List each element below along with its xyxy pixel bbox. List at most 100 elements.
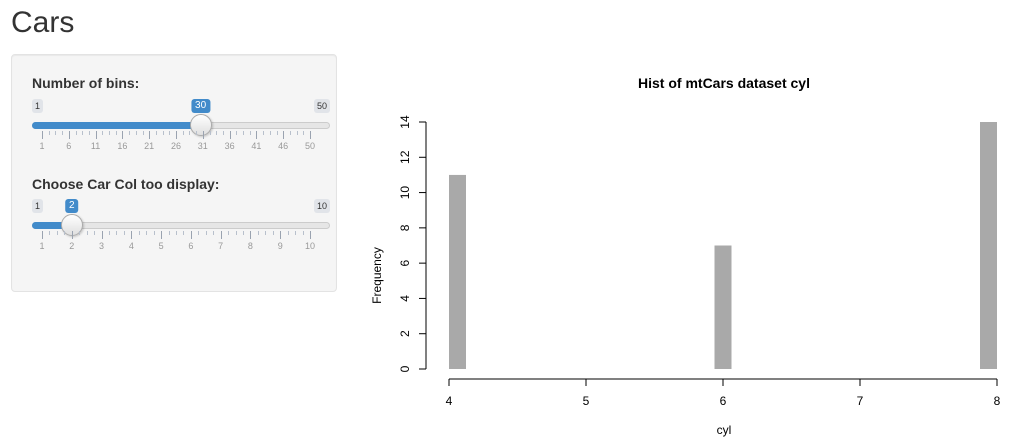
col-slider-tick-label: 4	[128, 241, 134, 251]
y-axis-label: Frequency	[370, 247, 384, 304]
bins-slider-max: 50	[313, 99, 330, 113]
col-slider-minor-tick	[56, 231, 58, 235]
bins-slider-minor-tick	[129, 131, 131, 135]
bins-slider-minor-tick	[189, 131, 191, 135]
col-slider-minor-tick	[272, 231, 274, 235]
bins-slider-tick	[202, 131, 204, 139]
x-tick-label: 8	[994, 394, 1001, 408]
col-slider-minor-tick	[109, 231, 110, 235]
app-title: Cars	[11, 6, 75, 39]
col-slider[interactable]: 1 10 2 1 2 3 4 5 6 7 8 9 10	[32, 199, 330, 261]
col-slider-minor-tick	[64, 231, 66, 235]
col-slider-minor-tick	[86, 231, 88, 235]
bins-slider-tick-label: 11	[90, 141, 101, 151]
bins-slider-tick	[68, 131, 70, 139]
bins-slider-tick-label: 46	[278, 141, 289, 151]
bins-slider-tick	[256, 131, 258, 139]
col-slider-minor-tick	[183, 231, 185, 235]
col-slider-minor-tick	[153, 231, 155, 235]
bins-slider-minor-tick	[82, 131, 84, 135]
bins-slider-value: 30	[191, 99, 211, 113]
col-slider-minor-tick	[138, 231, 140, 235]
col-slider-minor-tick	[123, 231, 125, 235]
bins-slider-minor-tick	[209, 131, 211, 135]
col-slider-tick	[310, 231, 311, 239]
col-slider-tick	[131, 231, 133, 239]
bins-slider-tick	[122, 131, 124, 139]
col-slider-tick-label: 5	[158, 241, 164, 251]
bins-slider-tick	[310, 131, 311, 139]
col-slider-tick-label: 6	[188, 241, 194, 251]
col-slider-minor-tick	[295, 231, 297, 235]
bins-slider-label: Number of bins:	[32, 75, 140, 91]
col-slider-minor-tick	[235, 231, 237, 235]
bins-slider-minor-tick	[62, 131, 64, 135]
y-tick-label: 2	[398, 330, 412, 337]
col-slider-tick	[161, 231, 163, 239]
bins-slider-minor-tick	[276, 131, 278, 135]
col-slider-minor-tick	[168, 231, 170, 235]
col-slider-tick	[250, 231, 252, 239]
bins-slider-tick-label: 21	[144, 141, 155, 151]
x-tick-label: 7	[857, 394, 864, 408]
histogram-bar	[714, 245, 732, 369]
bins-slider-tick-label: 6	[66, 141, 72, 151]
x-axis-label: cyl	[717, 423, 732, 437]
bins-slider-tick-label: 16	[117, 141, 128, 151]
col-slider-minor-tick	[243, 231, 244, 235]
col-slider-minor-tick	[287, 231, 289, 235]
bins-slider-minor-tick	[75, 131, 77, 135]
y-tick-label: 8	[398, 224, 412, 231]
bins-slider-minor-tick	[243, 131, 244, 135]
col-slider-minor-tick	[79, 231, 81, 235]
histogram-bar	[980, 122, 997, 369]
bins-slider-minor-tick	[142, 131, 144, 135]
col-slider-minor-tick	[94, 231, 96, 235]
col-slider-max: 10	[313, 199, 330, 213]
bins-slider-minor-tick	[155, 131, 157, 135]
col-slider-minor-tick	[302, 231, 304, 235]
bins-slider-tick-label: 1	[39, 141, 45, 151]
bins-slider-minor-tick	[169, 131, 171, 135]
bins-slider-tick-label: 36	[224, 141, 235, 151]
col-slider-tick-label: 8	[247, 241, 253, 251]
x-tick-label: 5	[583, 394, 590, 408]
bins-slider[interactable]: 1 50 30 1 6 11 16 21 26 31 36 41 46 50	[32, 99, 330, 161]
bins-slider-minor-tick	[236, 131, 238, 135]
y-tick-label: 12	[398, 150, 412, 164]
bins-slider-handle[interactable]	[189, 114, 212, 136]
y-tick-label: 4	[398, 295, 412, 302]
col-slider-minor-tick	[213, 231, 215, 235]
bins-slider-minor-tick	[88, 131, 90, 135]
bins-slider-fill	[32, 122, 201, 129]
bins-slider-minor-tick	[48, 131, 50, 135]
bins-slider-tick-label: 31	[197, 141, 208, 151]
bins-slider-minor-tick	[162, 131, 164, 135]
col-slider-fill	[32, 222, 72, 229]
bins-slider-tick	[283, 131, 285, 139]
bins-slider-minor-tick	[196, 131, 198, 135]
bins-slider-tick-label: 26	[170, 141, 182, 151]
col-slider-value: 2	[64, 199, 79, 213]
histogram-plot: Hist of mtCars dataset cyl 4 5 6 7 8 cyl 0 2 4 6 8 1…	[370, 75, 1001, 437]
col-slider-minor-tick	[49, 231, 51, 235]
col-slider-tick	[190, 231, 192, 239]
x-tick-label: 4	[446, 394, 453, 408]
bins-slider-tick-label: 41	[251, 141, 262, 151]
col-slider-tick	[280, 231, 282, 239]
bins-slider-tick	[149, 131, 151, 139]
bins-slider-min: 1	[32, 99, 44, 113]
y-tick-label: 6	[398, 259, 412, 266]
bins-slider-tick	[42, 131, 43, 139]
col-slider-tick	[42, 231, 43, 239]
bins-slider-minor-tick	[216, 131, 218, 135]
bins-slider-minor-tick	[249, 131, 251, 135]
bins-slider-minor-tick	[303, 131, 305, 135]
col-slider-minor-tick	[257, 231, 259, 235]
bins-slider-minor-tick	[296, 131, 298, 135]
col-slider-min: 1	[32, 199, 44, 213]
bins-slider-minor-tick	[222, 131, 224, 135]
bins-slider-minor-tick	[263, 131, 265, 135]
bins-slider-minor-tick	[182, 131, 184, 135]
y-tick-label: 14	[398, 115, 412, 129]
